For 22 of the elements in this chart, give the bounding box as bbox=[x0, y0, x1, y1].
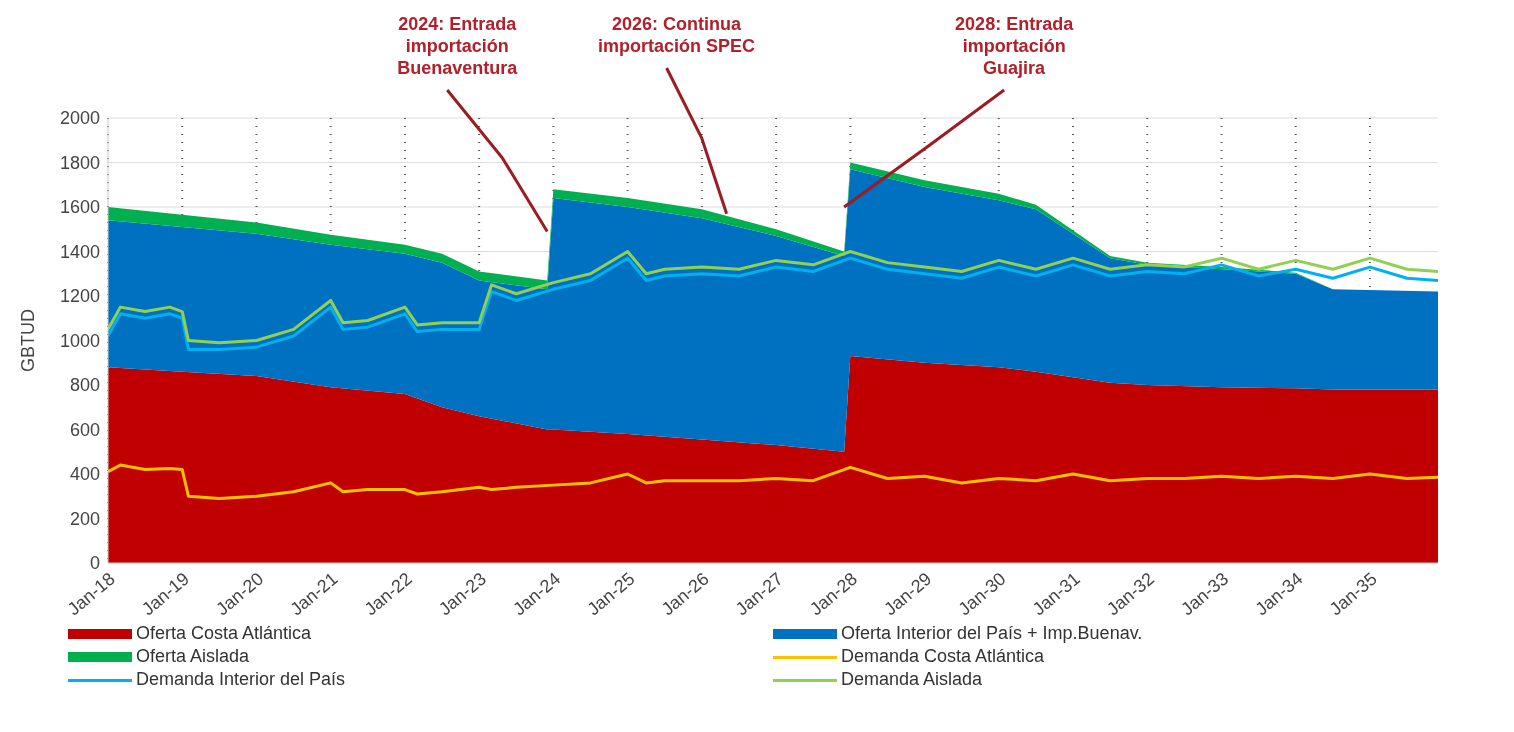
annotation: 2028: Entrada importación Guajira bbox=[955, 14, 1075, 78]
y-tick-label: 0 bbox=[89, 553, 100, 574]
y-tick-label: 1200 bbox=[59, 286, 100, 307]
y-tick-label: 2000 bbox=[59, 108, 100, 129]
y-tick-label: 1400 bbox=[59, 241, 100, 262]
legend-label: Demanda Interior del País bbox=[136, 669, 346, 690]
legend-label: Demanda Aislada bbox=[841, 669, 983, 690]
legend-label: Oferta Aislada bbox=[136, 646, 250, 667]
line-series bbox=[108, 463, 1438, 500]
legend-label: Oferta Interior del País + Imp.Buenav. bbox=[841, 623, 1143, 644]
y-tick-label: 800 bbox=[69, 375, 100, 396]
y-tick-label: 1800 bbox=[59, 152, 100, 173]
annotation: 2026: Continua importación SPEC bbox=[598, 14, 756, 56]
legend-label: Oferta Costa Atlántica bbox=[136, 623, 312, 644]
y-tick-label: 1000 bbox=[59, 330, 100, 351]
annotation: 2024: Entrada importación Buenaventura bbox=[397, 14, 519, 78]
y-tick-label: 200 bbox=[69, 508, 100, 529]
y-axis-title: GBTUD bbox=[18, 309, 39, 372]
y-tick-label: 600 bbox=[69, 419, 100, 440]
y-tick-label: 1600 bbox=[59, 197, 100, 218]
legend-label: Demanda Costa Atlántica bbox=[841, 646, 1045, 667]
y-tick-label: 400 bbox=[69, 464, 100, 485]
